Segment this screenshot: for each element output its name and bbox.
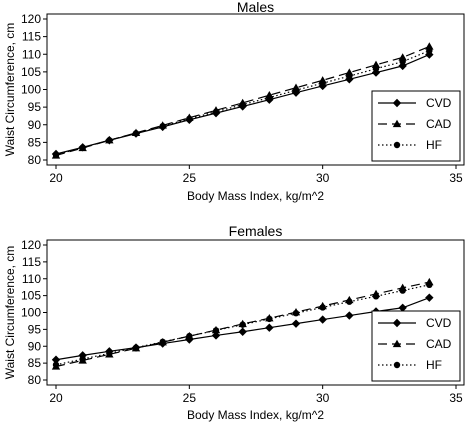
data-point-hf [266,315,273,323]
data-point-hf [159,122,166,130]
y-tick-label: 95 [28,322,42,336]
legend-marker [392,339,402,348]
data-point-hf [346,72,353,80]
chart-title: Males [237,0,274,15]
y-axis-label: Waist Circumference, cm [3,246,17,380]
chart-title: Females [229,223,283,239]
series-hf [52,47,433,158]
legend-label-cad: CAD [426,337,452,351]
data-point-hf [399,58,406,65]
legend-marker [393,361,401,369]
x-tick-label: 20 [49,391,63,405]
data-point-hf [186,332,193,340]
chart-panel-2: Females 80 85 90 95 100 105 110 115 120 20 25 30 35 Bo… [3,223,465,422]
data-point-hf [52,361,60,369]
data-point-hf [159,338,166,346]
data-point-hf [106,137,113,144]
data-point-cvd [371,68,381,77]
x-tick-label: 20 [49,171,63,185]
data-point-hf [132,130,140,137]
y-tick-label: 120 [21,12,41,26]
data-point-cvd [345,311,354,320]
x-tick-label: 35 [449,171,463,185]
y-tick-label: 90 [28,118,42,132]
x-axis-label: Body Mass Index, kg/m^2 [187,408,324,422]
data-point-cad [425,42,434,50]
y-tick-label: 90 [28,339,42,353]
legend-label-hf: HF [426,138,442,152]
data-point-cvd [318,315,327,324]
y-tick-label: 120 [21,238,41,252]
legend-label-hf: HF [426,358,442,372]
y-tick-label: 80 [28,153,42,167]
data-point-hf [212,327,220,334]
legend-marker [392,318,402,328]
legend-marker [392,119,402,128]
data-point-hf [319,304,326,311]
y-tick-label: 105 [21,289,41,303]
data-point-hf [292,87,300,94]
y-axis-label: Waist Circumference, cm [3,23,17,157]
data-point-hf [319,79,326,87]
x-tick-label: 35 [449,391,463,405]
data-point-cvd [398,303,407,312]
y-tick-label: 85 [28,135,42,149]
x-tick-label: 25 [183,171,197,185]
data-point-cad [371,60,381,68]
legend-label-cad: CAD [426,117,452,131]
data-point-hf [399,287,406,294]
y-tick-label: 95 [28,100,42,114]
series-hf [52,281,433,369]
data-point-hf [372,65,380,72]
y-tick-label: 100 [21,306,41,320]
data-point-hf [426,281,433,289]
legend-label-cvd: CVD [426,96,452,110]
data-point-hf [372,293,380,300]
data-point-hf [239,321,246,328]
series-line-cad [55,281,430,368]
x-axis-label: Body Mass Index, kg/m^2 [187,189,324,203]
legend-marker [392,98,402,108]
data-point-cvd [291,319,301,328]
y-tick-label: 110 [22,47,41,61]
legend: CVD CAD HF [371,310,461,382]
data-point-cvd [238,327,247,336]
data-point-hf [426,47,433,54]
y-tick-label: 85 [28,356,42,370]
y-tick-label: 80 [28,373,42,387]
y-tick-label: 100 [21,83,41,97]
y-tick-label: 115 [22,255,41,269]
data-point-hf [106,350,113,357]
data-point-hf [212,108,220,115]
data-point-cad [398,53,407,61]
data-point-hf [186,115,193,122]
legend: CVD CAD HF [371,90,461,162]
data-point-hf [346,298,353,305]
x-tick-label: 25 [183,391,197,405]
data-point-hf [79,144,86,151]
x-tick-label: 30 [316,171,330,185]
data-point-hf [52,151,60,158]
data-point-cvd [51,355,61,364]
data-point-cvd [211,331,221,340]
data-point-cvd [265,323,274,332]
y-tick-label: 115 [22,30,41,44]
legend-label-cvd: CVD [426,316,452,330]
data-point-hf [79,355,86,363]
legend-marker [393,141,401,149]
data-point-cvd [425,293,434,302]
x-tick-label: 30 [316,391,330,405]
data-point-hf [239,101,246,108]
chart-panel-1: Males 80 85 90 95 100 105 110 115 120 20 25 30 35 Body… [3,0,465,203]
data-point-hf [266,94,273,101]
y-tick-label: 110 [22,272,41,286]
data-point-hf [132,344,140,351]
y-tick-label: 105 [21,65,41,79]
data-point-hf [292,309,300,317]
